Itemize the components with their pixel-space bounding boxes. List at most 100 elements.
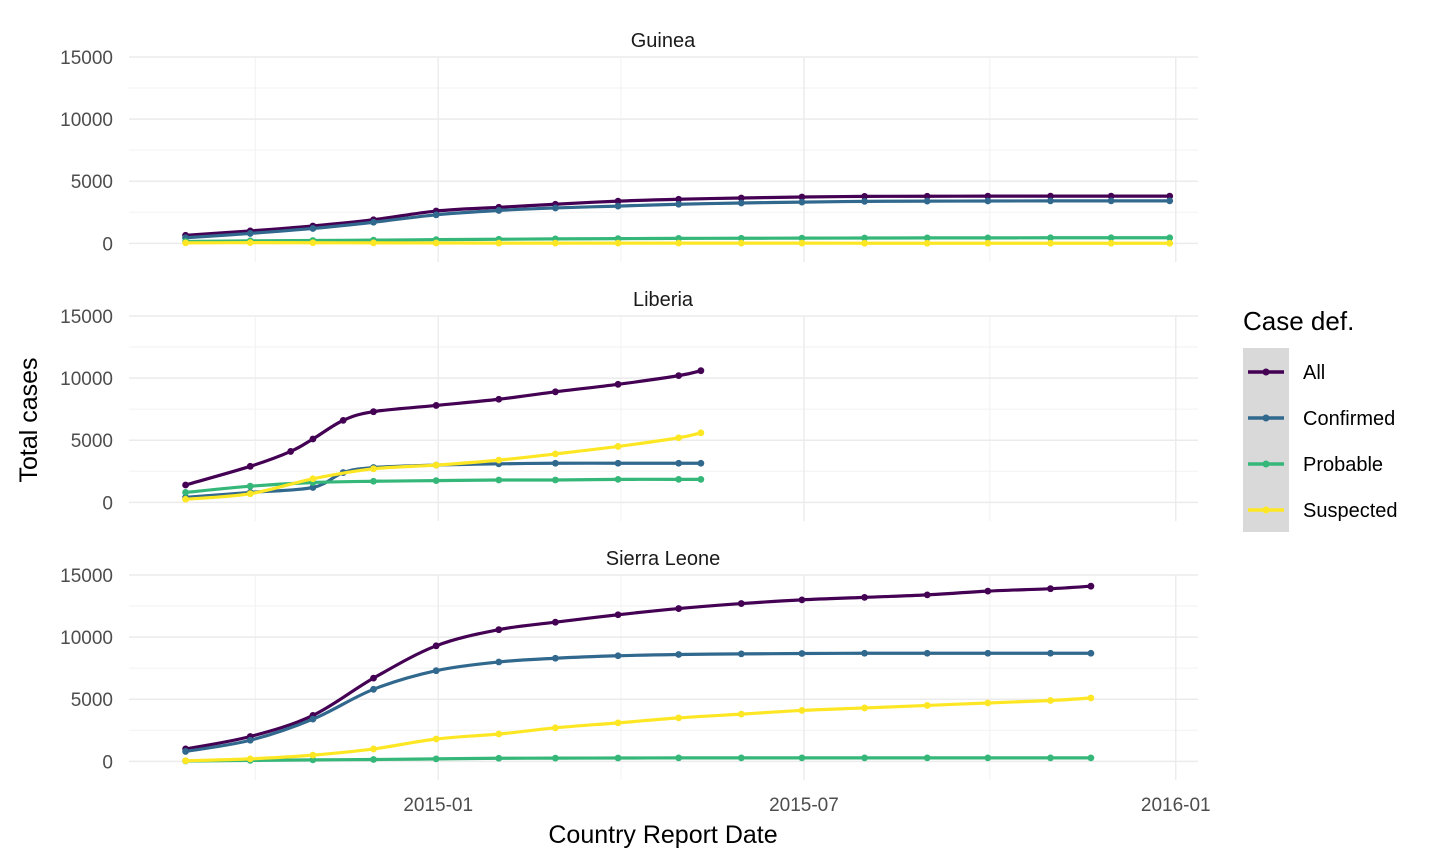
legend-label: All bbox=[1303, 362, 1325, 384]
data-point bbox=[675, 754, 683, 762]
data-point bbox=[182, 481, 189, 489]
data-point bbox=[339, 416, 347, 424]
data-point bbox=[246, 239, 254, 247]
data-point bbox=[246, 482, 254, 490]
data-point bbox=[675, 475, 683, 483]
y-tick-label: 10000 bbox=[60, 628, 113, 649]
legend-key-point bbox=[1262, 460, 1270, 468]
data-point bbox=[432, 755, 440, 763]
data-point bbox=[309, 225, 317, 232]
data-point bbox=[675, 239, 683, 247]
data-point bbox=[675, 605, 683, 612]
data-point bbox=[675, 459, 683, 467]
legend-key-point bbox=[1262, 368, 1270, 376]
data-point bbox=[182, 757, 189, 765]
data-point bbox=[309, 715, 317, 723]
data-point bbox=[984, 192, 992, 200]
data-point bbox=[495, 239, 503, 247]
data-point bbox=[614, 202, 622, 210]
data-point bbox=[984, 754, 992, 762]
data-point bbox=[798, 596, 806, 604]
legend-item-all: All bbox=[1248, 362, 1325, 384]
data-point bbox=[697, 459, 705, 467]
x-axis-title: Country Report Date bbox=[548, 821, 777, 849]
data-point bbox=[675, 200, 683, 208]
series-probable bbox=[182, 754, 1095, 765]
series-confirmed bbox=[182, 197, 1174, 242]
y-tick-label: 0 bbox=[102, 752, 113, 773]
data-point bbox=[1047, 754, 1054, 762]
data-point bbox=[182, 748, 189, 755]
data-point bbox=[495, 754, 503, 762]
legend-label: Confirmed bbox=[1303, 408, 1395, 430]
data-point bbox=[675, 234, 683, 242]
data-point bbox=[614, 380, 622, 388]
data-point bbox=[923, 754, 931, 762]
data-point bbox=[370, 756, 377, 763]
data-point bbox=[370, 239, 377, 247]
legend-key-background bbox=[1243, 348, 1289, 532]
panels-layer: Guinea 0 5000 10000 15000 Liberia 0 5000 10000 15… bbox=[60, 30, 1210, 816]
data-point bbox=[495, 456, 503, 464]
data-point bbox=[370, 745, 377, 753]
y-tick-label: 5000 bbox=[71, 431, 113, 452]
legend-key-point bbox=[1262, 506, 1270, 514]
legend: Case def. All Confirmed Probable Suspected bbox=[1243, 306, 1398, 532]
data-point bbox=[1047, 197, 1054, 205]
data-point bbox=[551, 724, 559, 732]
data-point bbox=[861, 193, 868, 200]
data-point bbox=[551, 618, 559, 626]
data-point bbox=[309, 435, 317, 443]
data-point bbox=[923, 702, 931, 709]
data-point bbox=[737, 650, 745, 658]
data-point bbox=[923, 649, 931, 657]
data-point bbox=[370, 218, 377, 226]
data-point bbox=[1107, 234, 1115, 242]
series-line bbox=[185, 651, 1091, 754]
data-point bbox=[370, 674, 377, 682]
data-point bbox=[182, 489, 189, 496]
data-point bbox=[309, 239, 317, 247]
series-line bbox=[185, 431, 702, 501]
data-point bbox=[1107, 192, 1115, 200]
data-point bbox=[309, 756, 317, 764]
series-line bbox=[185, 756, 1091, 763]
data-point bbox=[614, 197, 622, 205]
y-tick-label: 5000 bbox=[71, 690, 113, 711]
data-point bbox=[737, 234, 745, 242]
panel-sierra-leone: Sierra Leone 0 5000 10000 15000 2015-01 2015-0… bbox=[60, 548, 1210, 816]
y-axis-title: Total cases bbox=[15, 357, 43, 482]
series-suspected bbox=[182, 429, 705, 503]
data-point bbox=[551, 476, 559, 484]
data-point bbox=[984, 239, 992, 247]
data-point bbox=[737, 600, 745, 607]
data-point bbox=[861, 593, 868, 601]
data-point bbox=[495, 658, 503, 666]
data-point bbox=[551, 204, 559, 212]
data-point bbox=[1087, 694, 1095, 702]
data-point bbox=[984, 699, 992, 707]
y-tick-label: 0 bbox=[102, 493, 113, 514]
legend-title: Case def. bbox=[1243, 306, 1354, 336]
data-point bbox=[614, 239, 622, 247]
data-point bbox=[675, 714, 683, 722]
data-point bbox=[370, 477, 377, 485]
data-point bbox=[737, 199, 745, 207]
data-point bbox=[1047, 192, 1054, 200]
data-point bbox=[495, 395, 503, 403]
y-tick-label: 10000 bbox=[60, 369, 113, 390]
data-point bbox=[246, 462, 254, 470]
data-point bbox=[1107, 197, 1115, 205]
data-point bbox=[551, 388, 559, 396]
x-tick-label: 2015-07 bbox=[769, 795, 839, 816]
data-point bbox=[370, 465, 377, 473]
data-point bbox=[675, 434, 683, 442]
data-point bbox=[737, 710, 745, 718]
data-point bbox=[1047, 649, 1054, 657]
data-point bbox=[923, 192, 931, 200]
data-point bbox=[432, 402, 440, 409]
data-point bbox=[614, 611, 622, 619]
data-point bbox=[614, 754, 622, 762]
data-point bbox=[432, 239, 440, 247]
data-point bbox=[309, 475, 317, 483]
